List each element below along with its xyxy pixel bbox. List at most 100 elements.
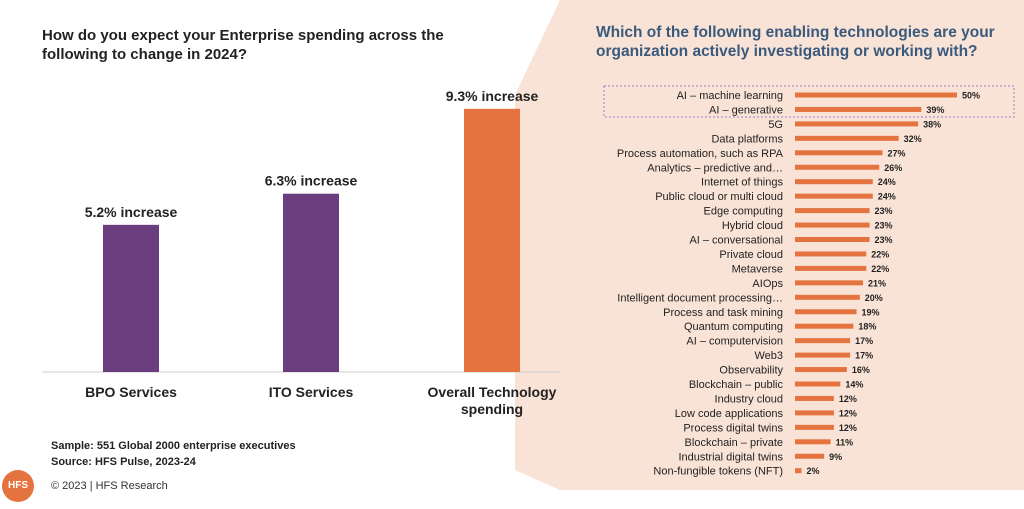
technology-bar [795,367,847,373]
technology-label: Quantum computing [684,321,783,333]
technology-bar [795,280,864,286]
technology-bar [795,179,873,185]
value-label: 26% [884,163,902,173]
technology-bar [795,410,834,416]
technology-label: AIOps [752,278,783,290]
category-label: spending [461,401,523,417]
technology-label: Data platforms [711,133,783,145]
bar-data-label: 9.3% increase [446,88,539,104]
value-label: 16% [852,365,870,375]
highlight-box [603,85,1015,118]
technology-label: Process automation, such as RPA [617,148,784,160]
technology-label: Private cloud [719,249,783,261]
technology-label: AI – conversational [689,235,783,247]
technology-label: Metaverse [732,263,783,275]
technology-label: AI – machine learning [677,90,783,102]
source-note: Source: HFS Pulse, 2023-24 [51,456,196,468]
sample-note: Sample: 551 Global 2000 enterprise execu… [51,440,296,452]
right-chart-title: Which of the following enabling technolo… [596,24,995,60]
value-label: 18% [858,322,876,332]
technology-label: Public cloud or multi cloud [655,191,783,203]
technology-label: Analytics – predictive and… [647,162,783,174]
value-label: 2% [806,466,819,476]
technology-bar [795,92,957,98]
value-label: 20% [865,293,883,303]
value-label: 17% [855,336,873,346]
value-label: 23% [875,206,893,216]
technology-label: 5G [768,119,783,131]
technology-label: Non-fungible tokens (NFT) [653,466,783,478]
value-label: 11% [836,437,854,447]
bar-data-label: 5.2% increase [85,204,178,220]
technology-label: Industry cloud [715,393,783,405]
technology-label: Edge computing [704,206,784,218]
technology-label: Hybrid cloud [722,220,783,232]
value-label: 24% [878,192,896,202]
technology-bar [795,164,880,170]
spending-bar [283,193,339,372]
technology-bar [795,338,851,344]
value-label: 32% [904,134,922,144]
value-label: 38% [923,119,941,129]
value-label: 12% [839,423,857,433]
value-label: 12% [839,408,857,418]
value-label: 12% [839,394,857,404]
technology-bar [795,352,851,358]
technology-bar [795,323,854,329]
technology-label: Web3 [754,350,783,362]
technology-bar [795,424,834,430]
value-label: 23% [875,235,893,245]
value-label: 27% [887,148,905,158]
category-label: ITO Services [269,384,354,400]
technology-label: Observability [719,365,783,377]
technology-label: AI – computervision [686,336,783,348]
value-label: 14% [845,380,863,390]
value-label: 9% [829,452,842,462]
technology-bar [795,265,867,271]
technology-label: Internet of things [701,177,783,189]
technology-label: Blockchain – private [685,437,783,449]
technology-label: Blockchain – public [689,379,784,391]
technology-bar [795,309,857,315]
technology-label: Industrial digital twins [678,451,783,463]
technology-label: Low code applications [675,408,784,420]
technology-bar [795,208,870,214]
technology-bar [795,193,873,199]
hfs-logo: HFS [2,470,34,502]
technology-bar [795,453,825,459]
technology-bar [795,381,841,387]
spending-bar [103,224,159,372]
value-label: 17% [855,351,873,361]
technology-bar [795,468,802,474]
technology-bar [795,439,831,445]
technology-bar [795,222,870,228]
value-label: 22% [871,264,889,274]
technology-bar [795,121,919,127]
category-label: BPO Services [85,384,177,400]
left-chart-title: How do you expect your Enterprise spendi… [42,27,444,63]
category-label: Overall Technology [428,384,557,400]
technology-label: Process digital twins [683,422,783,434]
value-label: 22% [871,249,889,259]
technology-bar [795,237,870,242]
technology-bar [795,251,867,257]
technology-bar [795,294,860,300]
technology-bar [795,150,883,156]
technology-label: Process and task mining [663,307,783,319]
copyright-text: © 2023 | HFS Research [51,480,168,492]
value-label: 39% [926,105,944,115]
value-label: 24% [878,177,896,187]
spending-bar [464,108,520,372]
value-label: 50% [962,91,980,101]
spending-change-bar-chart: 5.2% increase BPO Services 6.3% increase IT… [42,88,560,417]
value-label: 21% [868,278,886,288]
value-label: 19% [862,307,880,317]
technology-bar [795,106,922,112]
value-label: 23% [875,221,893,231]
technology-label: AI – generative [709,104,783,116]
bar-data-label: 6.3% increase [265,173,358,189]
technology-bar [795,395,834,401]
technology-label: Intelligent document processing… [617,292,783,304]
technology-bar [795,135,899,141]
